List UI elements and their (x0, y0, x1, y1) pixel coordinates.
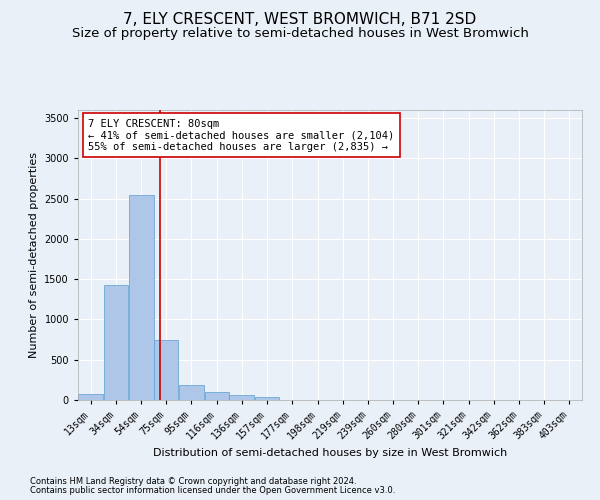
Bar (255, 397, 279, 400)
Bar (179, 385, 204, 400)
Text: Contains public sector information licensed under the Open Government Licence v3: Contains public sector information licen… (30, 486, 395, 495)
Text: 7, ELY CRESCENT, WEST BROMWICH, B71 2SD: 7, ELY CRESCENT, WEST BROMWICH, B71 2SD (124, 12, 476, 28)
Text: 7 ELY CRESCENT: 80sqm
← 41% of semi-detached houses are smaller (2,104)
55% of s: 7 ELY CRESCENT: 80sqm ← 41% of semi-deta… (88, 118, 394, 152)
Bar (79, 394, 103, 400)
Y-axis label: Number of semi-detached properties: Number of semi-detached properties (29, 152, 38, 358)
Text: Contains HM Land Registry data © Crown copyright and database right 2024.: Contains HM Land Registry data © Crown c… (30, 477, 356, 486)
Text: Size of property relative to semi-detached houses in West Bromwich: Size of property relative to semi-detach… (71, 28, 529, 40)
Bar (128, 194, 154, 400)
Text: Distribution of semi-detached houses by size in West Bromwich: Distribution of semi-detached houses by … (153, 448, 507, 458)
Bar (104, 285, 128, 400)
Bar (205, 392, 229, 400)
Bar (154, 340, 178, 400)
Bar (229, 395, 254, 400)
